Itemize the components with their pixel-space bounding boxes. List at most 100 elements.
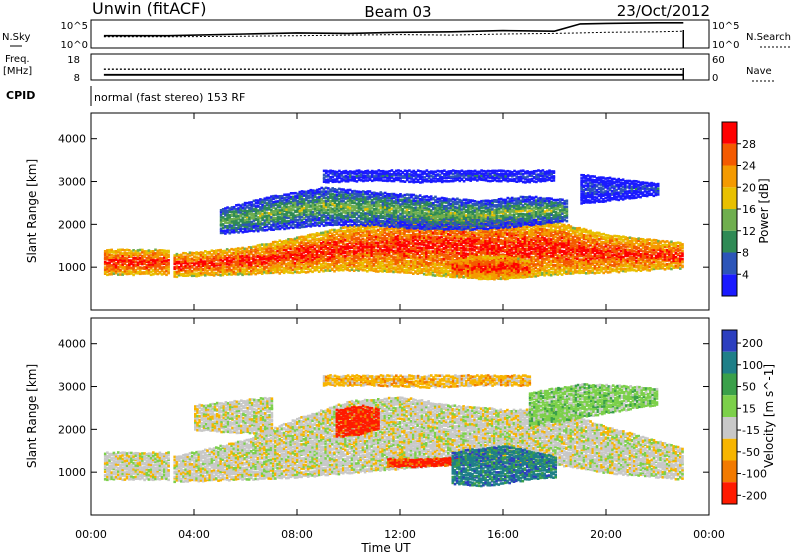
scatter-cell [348,269,352,272]
scatter-cell [278,248,282,251]
scatter-cell [427,250,430,253]
scatter-cell [182,255,185,259]
scatter-cell [335,262,338,265]
scatter-cell [374,232,378,236]
scatter-cell [254,258,257,262]
scatter-cell [138,260,142,263]
scatter-cell [412,244,415,248]
scatter-cell [482,245,485,248]
scatter-cell [497,222,500,225]
scatter-cell [409,230,413,233]
scatter-cell [412,268,415,271]
scatter-cell [309,258,312,262]
scatter-cell [315,242,319,245]
scatter-cell [212,268,216,271]
scatter-cell [420,240,424,243]
scatter-cell [455,246,459,249]
scatter-cell [276,268,279,272]
scatter-cell [184,271,187,275]
scatter-cell [344,250,347,254]
scatter-cell [210,267,214,270]
scatter-cell [466,219,470,222]
scatter-cell [291,261,295,265]
scatter-cell [405,263,408,267]
scatter-cell [431,251,435,255]
scatter-cell [422,258,426,261]
scatter-cell [398,233,402,236]
scatter-cell [177,269,181,273]
scatter-cell [488,241,492,245]
scatter-cell [201,272,205,275]
scatter-cell [339,233,343,236]
scatter-cell [490,232,494,236]
scatter-cell [274,240,277,244]
scatter-cell [149,256,153,260]
scatter-cell [348,230,352,234]
scatter-cell [438,266,441,269]
scatter-cell [341,233,345,237]
scatter-cell [344,247,347,251]
scatter-cell [477,230,481,233]
scatter-cell [282,254,286,258]
scatter-cell [431,256,435,260]
scatter-cell [372,258,376,261]
scatter-cell [436,240,439,243]
scatter-cell [447,261,450,264]
scatter-cell [412,272,415,275]
scatter-cell [420,248,424,251]
scatter-cell [320,259,323,262]
scatter-cell [267,259,271,262]
scatter-cell [482,251,485,255]
scatter-cell [398,237,402,240]
scatter-cell [271,266,275,269]
scatter-cell [121,248,124,252]
scatter-cell [210,255,214,258]
scatter-cell [274,252,277,255]
scatter-cell [256,259,260,262]
scatter-cell [490,259,494,263]
scatter-cell [328,259,332,262]
scatter-cell [269,269,273,272]
scatter-cell [128,249,131,252]
scatter-cell [431,246,435,250]
scatter-cell [370,248,373,251]
scatter-cell [350,262,354,266]
scatter-cell [460,240,463,243]
scatter-cell [412,231,415,234]
freq-right-tick-top: 60 [712,55,725,66]
scatter-cell [416,239,419,242]
scatter-cell [182,257,185,261]
scatter-cell [293,239,297,242]
scatter-cell [366,230,369,233]
scatter-cell [184,266,187,270]
scatter-cell [276,270,279,274]
scatter-cell [173,266,176,269]
scatter-cell [436,254,439,258]
scatter-cell [317,239,321,242]
scatter-cell [293,243,297,247]
scatter-cell [385,245,389,249]
scatter-cell [289,263,292,267]
scatter-cell [298,256,301,260]
scatter-cell [394,262,398,266]
scatter-cell [108,273,111,276]
scatter-cell [182,251,185,255]
scatter-cell [422,253,426,256]
scatter-cell [333,230,336,233]
scatter-cell [289,262,292,265]
scatter-cell [326,252,330,255]
scatter-cell [208,259,211,263]
scatter-cell [291,242,295,246]
scatter-cell [175,272,179,275]
scatter-cell [460,223,463,227]
scatter-cell [447,266,450,270]
scatter-cell [422,243,426,247]
scatter-cell [320,263,323,266]
scatter-cell [385,257,389,261]
scatter-cell [409,260,413,263]
scatter-cell [114,264,118,267]
scatter-cell [234,260,238,263]
scatter-cell [132,249,135,252]
scatter-cell [228,249,231,252]
scatter-cell [149,265,153,269]
